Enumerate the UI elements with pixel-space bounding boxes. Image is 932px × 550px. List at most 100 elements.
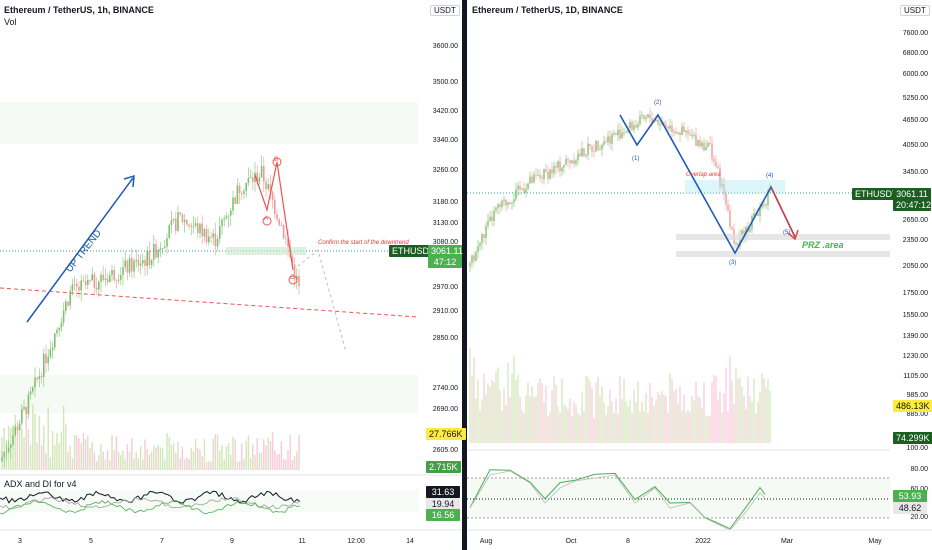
candle-body: [5, 451, 8, 453]
left-zone-band: [0, 102, 418, 144]
candle-body: [591, 145, 593, 152]
volume-bar: [65, 424, 67, 470]
volume-bar: [703, 382, 705, 443]
left-zone-band-2: [0, 375, 418, 413]
volume-bar: [667, 412, 669, 443]
volume-bar: [657, 392, 659, 443]
left-y-tick: 2690.00: [433, 406, 458, 413]
candle-body: [527, 183, 529, 190]
candle-body: [175, 218, 177, 231]
right-y-tick: 1750.00: [903, 290, 928, 297]
candle-body: [223, 218, 225, 220]
volume-bar: [73, 434, 76, 470]
candle-body: [739, 236, 741, 247]
volume-bar: [675, 388, 677, 443]
volume-bar: [581, 392, 583, 443]
volume-bar: [223, 459, 225, 470]
candle-body: [49, 349, 52, 357]
volume-bar: [238, 461, 241, 470]
volume-bar: [236, 461, 239, 470]
volume-bar: [131, 438, 133, 470]
volume-bar: [78, 438, 80, 470]
volume-bar: [93, 452, 96, 470]
volume-bar: [701, 407, 703, 443]
candle-body: [757, 213, 759, 217]
rsi-tag-b: 48.62: [893, 502, 927, 514]
volume-bar: [12, 427, 14, 470]
right-currency-button[interactable]: USDT: [900, 5, 930, 16]
candle-body: [205, 228, 208, 243]
volume-bar: [91, 441, 93, 470]
candle-body: [234, 197, 236, 204]
volume-bar: [575, 404, 577, 443]
candle-body: [719, 167, 721, 187]
volume-bar: [579, 415, 581, 443]
left-currency-button[interactable]: USDT: [430, 5, 460, 16]
volume-bar: [611, 401, 613, 443]
volume-bar: [567, 409, 569, 443]
volume-bar: [653, 405, 655, 443]
candle-body: [651, 118, 653, 123]
candle-body: [647, 114, 649, 118]
left-x-tick: 14: [406, 538, 414, 545]
candle-body: [613, 132, 615, 135]
candle-body: [709, 142, 711, 144]
candle-body: [172, 218, 175, 221]
candle-body: [727, 204, 729, 211]
right-x-tick: May: [868, 538, 882, 545]
candle-body: [291, 256, 294, 265]
candle-body: [475, 252, 477, 261]
panel-divider[interactable]: [462, 0, 467, 550]
volume-bar: [715, 375, 717, 443]
volume-bar: [32, 404, 34, 470]
left-vol-label: Vol: [4, 17, 17, 27]
right-symbol-tag: ETHUSDT: [852, 188, 901, 200]
candle-body: [573, 160, 575, 164]
volume-bar: [40, 445, 43, 470]
candle-body: [199, 223, 201, 234]
right-y-tick: 7600.00: [903, 30, 928, 37]
right-countdown-tag: 20:47:12: [893, 199, 931, 211]
right-price-axis[interactable]: [890, 0, 932, 550]
volume-bar: [521, 409, 523, 443]
candle-body: [507, 202, 509, 206]
volume-bar: [139, 446, 142, 470]
volume-bar: [124, 459, 126, 470]
candle-body: [553, 166, 555, 174]
volume-bar: [477, 379, 479, 443]
candle-body: [269, 184, 272, 192]
volume-bar: [537, 383, 539, 443]
candle-body: [579, 153, 581, 157]
volume-bar: [597, 376, 599, 443]
candle-body: [499, 204, 501, 208]
candle-body: [631, 122, 633, 130]
volume-bar: [707, 415, 709, 443]
candle-body: [241, 193, 243, 194]
volume-bar: [689, 412, 691, 443]
volume-bar: [503, 388, 505, 443]
volume-bar: [23, 437, 25, 470]
volume-bar: [593, 417, 595, 443]
volume-bar: [181, 447, 184, 470]
volume-bar: [293, 456, 296, 470]
volume-bar: [761, 373, 763, 443]
candle-body: [80, 280, 82, 291]
volume-bar: [525, 395, 527, 443]
volume-bar: [471, 375, 473, 443]
candle-body: [515, 189, 517, 200]
volume-bar: [269, 441, 272, 470]
candle-body: [3, 452, 5, 458]
volume-bar: [713, 374, 715, 443]
volume-bar: [219, 450, 221, 470]
volume-bar: [729, 356, 731, 443]
volume-bar: [635, 402, 637, 443]
candle-body: [737, 243, 739, 247]
volume-bar: [685, 412, 687, 443]
volume-bar: [25, 415, 27, 470]
up-trend-arrow: [26, 177, 134, 323]
volume-bar: [679, 386, 681, 443]
candle-body: [519, 185, 521, 190]
candle-body: [489, 216, 491, 221]
volume-bar: [234, 439, 236, 470]
